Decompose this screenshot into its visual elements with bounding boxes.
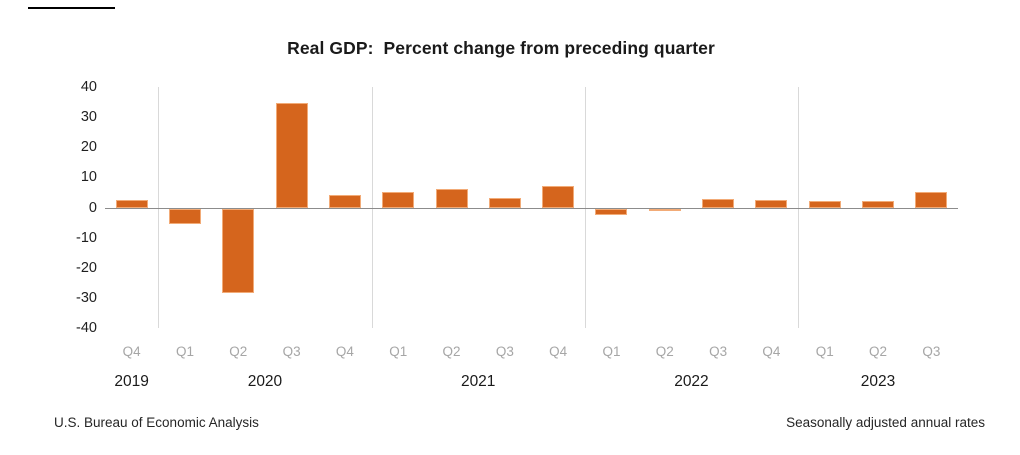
bar-2022-Q3	[702, 199, 735, 208]
bar-2020-Q3	[275, 102, 308, 208]
bar-2022-Q1	[595, 208, 628, 215]
bar-slot-2022-Q2	[638, 87, 691, 328]
y-tick-label--40: -40	[76, 320, 97, 336]
bar-2019-Q4	[115, 199, 148, 208]
quarter-label-2021-Q4: Q4	[549, 344, 568, 359]
bar-2023-Q2	[862, 201, 895, 208]
bar-slot-2020-Q2	[212, 87, 265, 328]
year-label-2023: 2023	[860, 373, 896, 390]
quarter-label-2022-Q1: Q1	[602, 344, 621, 359]
bar-slot-2021-Q2	[425, 87, 478, 328]
bar-slot-2021-Q1	[372, 87, 425, 328]
year-label-2021: 2021	[460, 373, 496, 390]
bar-slot-2021-Q4	[532, 87, 585, 328]
quarter-label-2020-Q1: Q1	[175, 344, 194, 359]
quarter-label-2020-Q3: Q3	[282, 344, 301, 359]
quarter-label-2023-Q3: Q3	[922, 344, 941, 359]
bar-slot-2023-Q1	[798, 87, 851, 328]
quarter-label-2021-Q2: Q2	[442, 344, 461, 359]
bar-slot-2022-Q3	[691, 87, 744, 328]
plot-area	[105, 87, 958, 328]
quarter-label-2019-Q4: Q4	[122, 344, 141, 359]
bar-2023-Q3	[915, 191, 948, 208]
bar-slot-2023-Q3	[905, 87, 958, 328]
bars-container	[105, 87, 958, 328]
chart-title: Real GDP: Percent change from preceding …	[287, 38, 715, 58]
bar-slot-2023-Q2	[851, 87, 904, 328]
y-tick-label--10: -10	[76, 229, 97, 246]
quarter-label-2021-Q3: Q3	[495, 344, 514, 359]
bar-slot-2022-Q1	[585, 87, 638, 328]
year-label-2022: 2022	[674, 373, 709, 390]
quarter-label-2021-Q1: Q1	[389, 344, 408, 359]
bar-slot-2020-Q4	[318, 87, 371, 328]
y-tick-label-20: 20	[80, 139, 97, 156]
bar-2021-Q2	[435, 188, 468, 208]
quarter-label-2022-Q2: Q2	[655, 344, 674, 359]
quarter-label-2022-Q4: Q4	[762, 344, 781, 359]
bar-2022-Q4	[755, 199, 788, 208]
y-tick-label-30: 30	[80, 109, 97, 126]
bar-2021-Q3	[488, 197, 521, 208]
zero-axis-line	[105, 207, 958, 209]
top-rule-line	[28, 7, 115, 9]
bar-2023-Q1	[808, 200, 841, 208]
y-tick-label-40: 40	[80, 79, 97, 95]
bar-2020-Q1	[168, 208, 201, 225]
quarter-label-2023-Q2: Q2	[869, 344, 888, 359]
adjustment-note: Seasonally adjusted annual rates	[786, 415, 985, 430]
bar-slot-2019-Q4	[105, 87, 158, 328]
bar-2020-Q4	[328, 194, 361, 208]
year-label-2020: 2020	[247, 373, 283, 390]
y-tick-label-0: 0	[88, 199, 97, 216]
quarter-label-2023-Q1: Q1	[815, 344, 834, 359]
bar-slot-2021-Q3	[478, 87, 531, 328]
y-tick-label--30: -30	[76, 289, 97, 306]
bar-slot-2022-Q4	[745, 87, 798, 328]
bar-2020-Q2	[222, 208, 255, 293]
bar-slot-2020-Q3	[265, 87, 318, 328]
quarter-label-2020-Q2: Q2	[229, 344, 248, 359]
source-attribution: U.S. Bureau of Economic Analysis	[54, 415, 259, 430]
quarter-axis-labels: Q4 Q1 Q2 Q3 Q4 Q1 Q2 Q3 Q4 Q1 Q2 Q3 Q4 Q1 Q2 Q3	[105, 344, 958, 359]
bar-slot-2020-Q1	[158, 87, 211, 328]
quarter-label-2022-Q3: Q3	[709, 344, 728, 359]
bar-2022-Q2	[648, 208, 681, 211]
y-tick-label-10: 10	[80, 169, 97, 186]
bar-2021-Q1	[382, 191, 415, 208]
bar-2021-Q4	[542, 186, 575, 208]
quarter-label-2020-Q4: Q4	[335, 344, 354, 359]
y-tick-label--20: -20	[76, 259, 97, 276]
year-label-2019: 2019	[114, 373, 149, 390]
